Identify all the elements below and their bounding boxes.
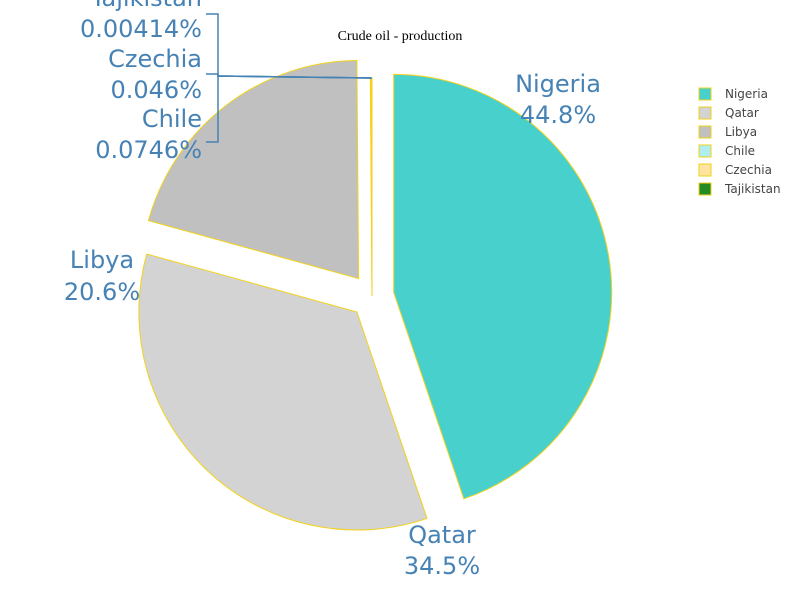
legend: Nigeria Qatar Libya Chile Czechia Tajikistan	[698, 87, 781, 196]
leader-lines	[206, 13, 372, 143]
chart-title: Crude oil - production	[338, 29, 463, 44]
slice-percent-czechia: 0.046%	[110, 76, 202, 104]
slice-label-libya: Libya	[70, 246, 134, 274]
slice-label-tajikistan: Tajikistan	[90, 0, 202, 12]
legend-label-libya[interactable]: Libya	[725, 125, 757, 139]
slice-label-nigeria: Nigeria	[515, 70, 601, 98]
legend-swatch-tajikistan[interactable]	[698, 182, 712, 196]
slice-label-czechia: Czechia	[108, 45, 202, 73]
pie-slice-nigeria[interactable]	[393, 73, 613, 500]
slice-labels: Nigeria44.8%Qatar34.5%Libya20.6%Chile0.0…	[64, 0, 601, 580]
leader-line-tajikistan	[206, 13, 372, 79]
legend-label-tajikistan[interactable]: Tajikistan	[724, 182, 781, 196]
legend-swatch-nigeria[interactable]	[698, 87, 712, 101]
legend-swatch-chile[interactable]	[698, 144, 712, 158]
slice-label-chile: Chile	[142, 105, 202, 133]
slice-percent-libya: 20.6%	[64, 278, 140, 306]
legend-label-czechia[interactable]: Czechia	[725, 163, 772, 177]
slice-percent-nigeria: 44.8%	[520, 101, 596, 129]
legend-label-qatar[interactable]: Qatar	[725, 106, 759, 120]
pie-slice-qatar[interactable]	[138, 253, 428, 531]
slice-percent-tajikistan: 0.00414%	[80, 15, 202, 43]
legend-swatch-qatar[interactable]	[698, 106, 712, 120]
pie-slice-libya[interactable]	[147, 60, 360, 280]
legend-swatch-czechia[interactable]	[698, 163, 712, 177]
legend-swatch-libya[interactable]	[698, 125, 712, 139]
slice-percent-chile: 0.0746%	[95, 136, 202, 164]
legend-label-nigeria[interactable]: Nigeria	[725, 87, 768, 101]
legend-label-chile[interactable]: Chile	[725, 144, 755, 158]
slice-label-qatar: Qatar	[408, 521, 476, 549]
slice-percent-qatar: 34.5%	[404, 552, 480, 580]
pie-slices	[138, 60, 613, 531]
